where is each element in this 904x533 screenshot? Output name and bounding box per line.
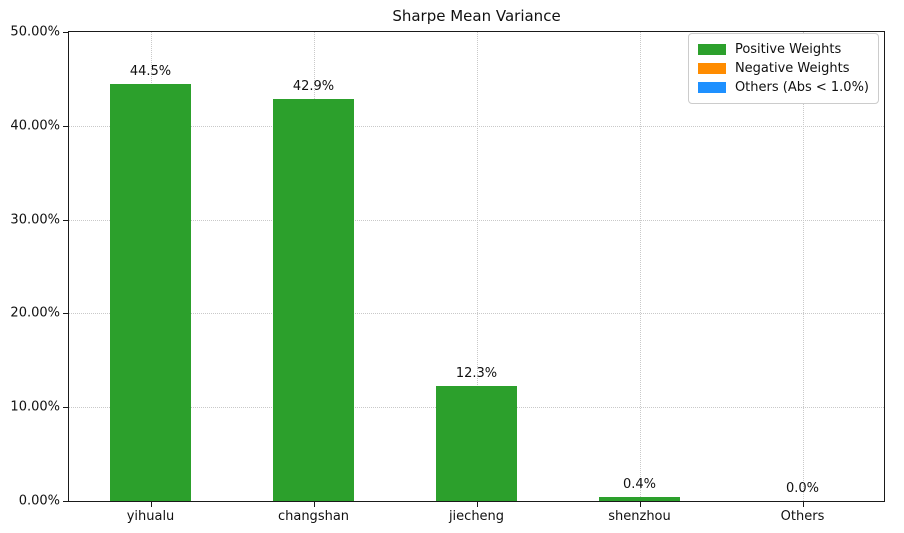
chart-title: Sharpe Mean Variance xyxy=(392,7,561,25)
legend: Positive Weights Negative Weights Others (… xyxy=(687,33,879,104)
y-tick-mark xyxy=(63,501,68,502)
x-tick-label: yihualu xyxy=(126,509,175,524)
x-tick-mark xyxy=(476,502,478,507)
bar xyxy=(272,98,355,501)
x-gridline xyxy=(476,32,478,501)
x-gridline xyxy=(802,32,804,501)
legend-label: Positive Weights xyxy=(734,42,842,57)
legend-row: Positive Weights xyxy=(697,40,869,59)
bar-value-label: 0.0% xyxy=(785,481,820,496)
legend-swatch xyxy=(697,44,726,55)
legend-label: Others (Abs < 1.0%) xyxy=(734,80,869,95)
legend-swatch xyxy=(697,82,726,93)
x-tick-label: jiecheng xyxy=(448,509,505,524)
y-tick-mark xyxy=(63,125,68,127)
x-tick-label: Others xyxy=(780,509,825,524)
x-tick-mark xyxy=(150,502,152,507)
legend-swatch xyxy=(697,63,726,74)
bar-value-label: 44.5% xyxy=(129,63,172,79)
bar-value-label: 12.3% xyxy=(455,365,498,381)
legend-label: Negative Weights xyxy=(734,61,850,76)
legend-row: Others (Abs < 1.0%) xyxy=(697,78,869,97)
y-tick-label: 20.00% xyxy=(10,305,60,321)
y-tick-mark xyxy=(63,407,68,409)
bar-value-label: 42.9% xyxy=(292,78,335,94)
plot-area: Positive Weights Negative Weights Others (… xyxy=(68,31,885,502)
bar xyxy=(435,385,518,501)
y-tick-label: 10.00% xyxy=(10,399,60,415)
y-tick-mark xyxy=(63,219,68,221)
bar xyxy=(109,83,192,501)
x-gridline xyxy=(639,32,641,501)
x-tick-mark xyxy=(313,502,315,507)
y-tick-label: 30.00% xyxy=(10,212,60,228)
y-tick-mark xyxy=(63,32,68,33)
y-tick-label: 0.00% xyxy=(18,493,60,509)
x-tick-label: shenzhou xyxy=(608,509,671,524)
y-tick-label: 40.00% xyxy=(10,118,60,134)
bar-value-label: 0.4% xyxy=(622,477,657,493)
legend-row: Negative Weights xyxy=(697,59,869,78)
x-tick-mark xyxy=(639,502,641,507)
x-tick-mark xyxy=(802,502,804,507)
y-tick-label: 50.00% xyxy=(10,24,60,40)
y-tick-mark xyxy=(63,313,68,315)
bar xyxy=(598,497,681,501)
x-tick-label: changshan xyxy=(277,509,350,524)
